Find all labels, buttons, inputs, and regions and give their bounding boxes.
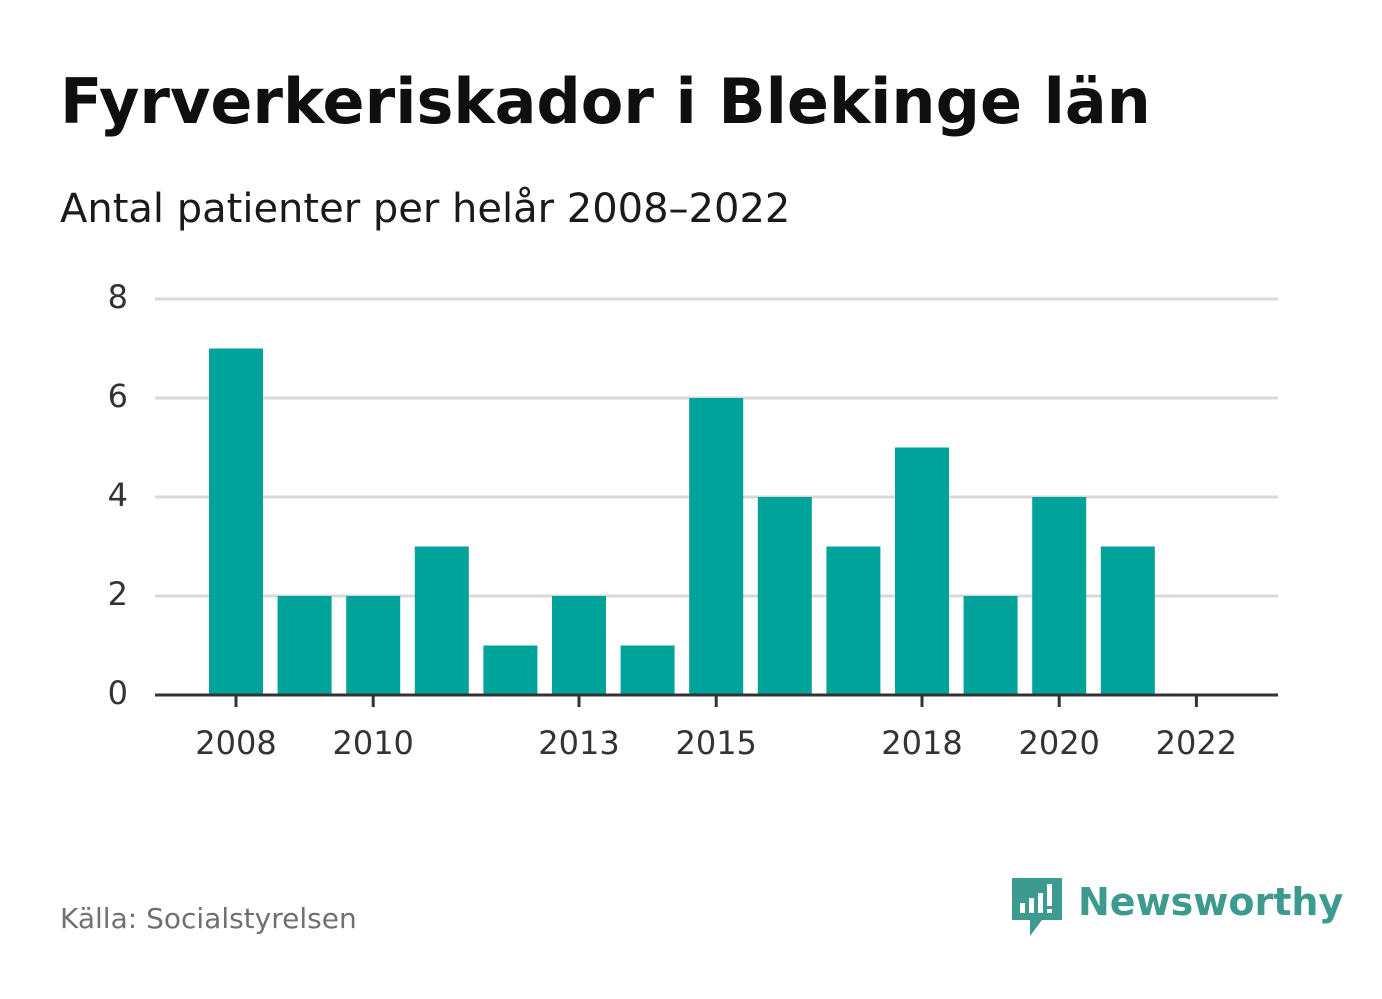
y-tick-label: 0 xyxy=(108,674,128,712)
y-tick-label: 6 xyxy=(108,377,128,415)
bar-2015 xyxy=(689,398,744,695)
bar-2020 xyxy=(1032,497,1087,695)
bar-2019 xyxy=(963,596,1018,695)
bar-chart: 0 2 4 6 8 2008 2010 2013 2015 2018 2020 2022 xyxy=(108,278,1278,762)
chart-title: Fyrverkeriskador i Blekinge län xyxy=(60,65,1151,138)
source-note: Källa: Socialstyrelsen xyxy=(60,902,357,935)
y-tick-label: 8 xyxy=(108,278,128,316)
bars xyxy=(209,348,1155,695)
x-tick-label: 2008 xyxy=(195,724,276,762)
x-axis-ticks: 2008 2010 2013 2015 2018 2020 2022 xyxy=(195,695,1237,762)
bar-2017 xyxy=(826,546,881,695)
bar-2016 xyxy=(757,497,812,695)
bar-2014 xyxy=(620,645,675,695)
x-tick-label: 2020 xyxy=(1018,724,1099,762)
y-axis-ticks: 0 2 4 6 8 xyxy=(108,278,128,712)
newsworthy-bar-chart-bubble-icon xyxy=(1012,878,1062,936)
bar-2008 xyxy=(209,348,263,695)
bar-2018 xyxy=(895,447,949,695)
bar-2010 xyxy=(346,596,401,695)
x-tick-label: 2015 xyxy=(675,724,756,762)
x-tick-label: 2018 xyxy=(881,724,962,762)
newsworthy-logo: Newsworthy xyxy=(1012,878,1343,940)
x-tick-label: 2013 xyxy=(538,724,619,762)
newsworthy-wordmark: Newsworthy xyxy=(1078,880,1344,924)
x-tick-label: 2010 xyxy=(332,724,413,762)
bar-2009 xyxy=(277,596,332,695)
chart-subtitle: Antal patienter per helår 2008–2022 xyxy=(60,186,791,232)
x-tick-label: 2022 xyxy=(1156,724,1237,762)
bar-2012 xyxy=(483,645,538,695)
y-tick-label: 4 xyxy=(108,476,128,514)
bar-2021 xyxy=(1100,546,1155,695)
bar-2011 xyxy=(414,546,469,695)
bar-2013 xyxy=(552,596,606,695)
y-tick-label: 2 xyxy=(108,575,128,613)
